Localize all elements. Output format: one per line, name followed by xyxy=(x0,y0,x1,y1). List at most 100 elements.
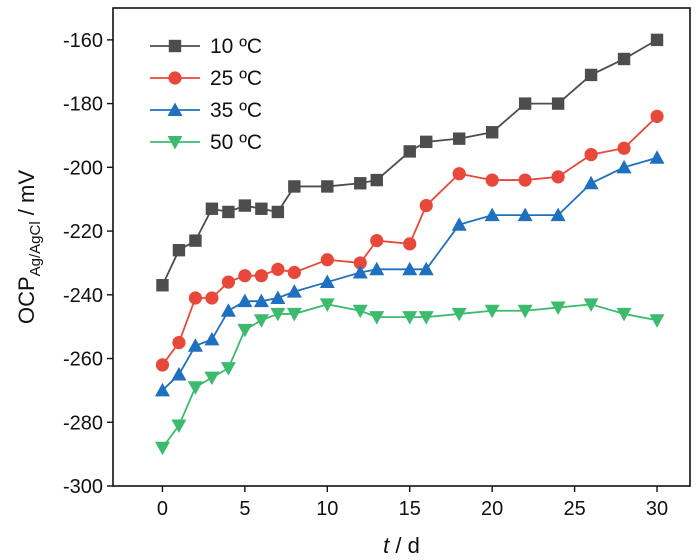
data-point xyxy=(518,173,532,187)
data-point xyxy=(369,311,385,325)
data-point xyxy=(583,175,599,190)
data-point xyxy=(451,217,467,231)
data-point xyxy=(238,269,252,283)
data-point xyxy=(319,274,335,289)
legend-entry: 35 ºC xyxy=(150,99,262,122)
data-point xyxy=(220,362,236,376)
x-tick-label: 15 xyxy=(399,498,421,520)
data-point xyxy=(271,205,285,219)
data-point xyxy=(188,291,203,305)
data-point xyxy=(220,303,236,317)
data-point xyxy=(254,269,268,283)
legend-swatch-marker xyxy=(167,136,183,150)
data-point xyxy=(402,311,418,325)
data-point xyxy=(451,307,467,322)
data-point xyxy=(453,132,466,145)
data-point xyxy=(485,126,499,139)
data-point xyxy=(419,198,433,213)
data-point xyxy=(270,290,286,304)
legend: 10 ºC 25 ºC 35 ºC 50 ºC xyxy=(150,35,262,154)
y-axis-title: OCPAg/AgCl / mV xyxy=(14,170,44,324)
data-point xyxy=(583,298,599,312)
series-line xyxy=(161,303,658,449)
x-tick-label: 25 xyxy=(563,498,585,520)
data-point xyxy=(517,207,533,222)
x-axis-title-rest: / d xyxy=(389,533,420,558)
data-point xyxy=(418,311,434,325)
data-point xyxy=(402,261,418,276)
data-point xyxy=(187,381,203,395)
data-point xyxy=(354,177,367,190)
data-point xyxy=(352,304,368,319)
data-point xyxy=(171,419,187,433)
legend-swatch-marker xyxy=(168,39,182,53)
data-point xyxy=(221,275,235,289)
data-point xyxy=(420,135,433,149)
data-point xyxy=(484,207,500,222)
axes-ticks: 0 5 10 15 20 25 30 -300 -280 -260 -240 -220 -200 -180… xyxy=(63,30,668,520)
data-point xyxy=(320,253,334,267)
data-point xyxy=(255,202,268,215)
data-point xyxy=(237,293,253,308)
data-point xyxy=(550,301,566,316)
data-point xyxy=(155,358,170,372)
legend-label: 50 ºC xyxy=(210,131,262,154)
x-tick-label: 10 xyxy=(316,498,338,520)
data-point xyxy=(617,141,631,155)
data-point xyxy=(418,261,434,276)
x-tick-label: 30 xyxy=(646,498,668,520)
data-point xyxy=(584,147,598,162)
series-layer xyxy=(154,33,665,456)
data-point xyxy=(484,304,500,319)
y-tick-label: -160 xyxy=(63,30,103,52)
data-point xyxy=(204,331,220,346)
data-point xyxy=(616,159,632,174)
y-axis-title-subscript: Ag/AgCl xyxy=(27,221,44,276)
data-point xyxy=(156,279,169,292)
data-point xyxy=(288,180,301,193)
data-point xyxy=(271,262,285,276)
data-point xyxy=(584,68,598,82)
y-tick-label: -220 xyxy=(63,221,103,243)
data-point xyxy=(287,265,301,280)
data-point xyxy=(551,97,565,110)
data-point xyxy=(319,298,335,312)
data-point xyxy=(369,261,385,276)
data-point xyxy=(286,284,302,298)
x-axis-title-italic: t xyxy=(383,533,390,558)
legend-entry: 25 ºC xyxy=(150,67,262,90)
data-point xyxy=(253,314,269,328)
y-axis-title-main: OCP xyxy=(14,276,39,324)
data-point xyxy=(154,382,170,397)
y-tick-label: -180 xyxy=(63,94,103,116)
data-point xyxy=(189,234,202,247)
data-point xyxy=(270,307,286,322)
data-point xyxy=(550,207,566,222)
legend-label: 10 ºC xyxy=(210,35,262,58)
series-3 xyxy=(154,150,665,397)
data-point xyxy=(403,145,416,158)
data-point xyxy=(452,167,466,181)
data-point xyxy=(518,97,532,110)
series-4 xyxy=(154,298,665,456)
data-point xyxy=(238,199,252,212)
data-point xyxy=(403,237,417,251)
data-point xyxy=(154,441,170,456)
data-point xyxy=(205,291,219,305)
data-point xyxy=(187,338,203,352)
y-tick-label: -300 xyxy=(63,476,103,498)
y-axis-title-rest: / mV xyxy=(14,170,39,222)
data-point xyxy=(370,173,383,187)
data-point xyxy=(370,234,384,248)
data-point xyxy=(551,170,565,184)
data-point xyxy=(650,33,664,47)
data-point xyxy=(650,109,664,123)
data-point xyxy=(172,336,186,350)
data-point xyxy=(222,205,235,219)
data-point xyxy=(617,52,631,66)
x-tick-label: 5 xyxy=(239,498,250,520)
plot-frame xyxy=(112,7,691,487)
data-point xyxy=(485,173,499,187)
x-tick-label: 20 xyxy=(481,498,503,520)
